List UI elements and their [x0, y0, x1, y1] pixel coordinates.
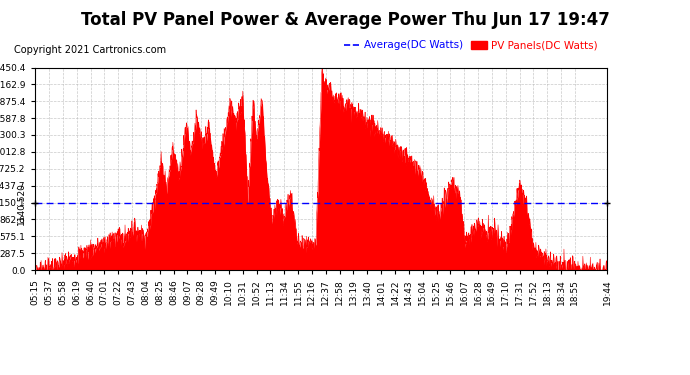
- Text: Total PV Panel Power & Average Power Thu Jun 17 19:47: Total PV Panel Power & Average Power Thu…: [81, 11, 609, 29]
- Legend: Average(DC Watts), PV Panels(DC Watts): Average(DC Watts), PV Panels(DC Watts): [340, 36, 602, 55]
- Text: Copyright 2021 Cartronics.com: Copyright 2021 Cartronics.com: [14, 45, 166, 55]
